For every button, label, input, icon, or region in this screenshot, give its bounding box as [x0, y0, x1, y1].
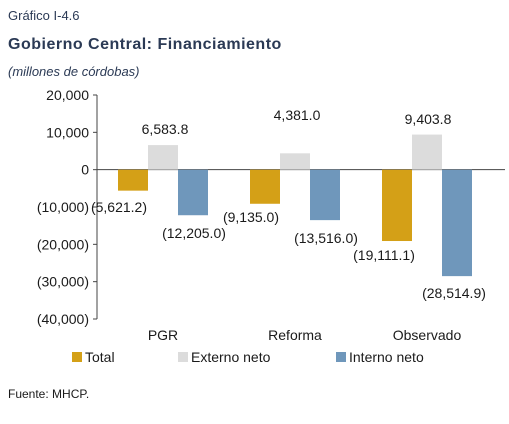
bar-total — [382, 169, 412, 242]
chart-subtitle: (millones de córdobas) — [8, 64, 140, 79]
data-label: (9,135.0) — [223, 209, 279, 225]
y-tick-label: (40,000) — [37, 311, 89, 327]
figure-label: Gráfico I-4.6 — [8, 8, 80, 23]
bar-externo-neto — [148, 145, 178, 170]
data-label: 4,381.0 — [274, 107, 321, 123]
x-category-label: Observado — [393, 327, 462, 343]
source-note: Fuente: MHCP. — [8, 387, 90, 401]
data-label: 9,403.8 — [405, 111, 452, 127]
data-label: (28,514.9) — [422, 285, 486, 301]
legend-label: Total — [85, 349, 115, 365]
y-tick-label: (30,000) — [37, 274, 89, 290]
y-tick-label: 0 — [81, 162, 89, 178]
data-label: (19,111.1) — [353, 247, 415, 263]
data-label: (5,621.2) — [91, 199, 147, 215]
x-category-label: Reforma — [268, 327, 322, 343]
bar-interno-neto — [178, 169, 208, 216]
data-label: 6,583.8 — [142, 121, 189, 137]
bar-total — [250, 169, 280, 204]
data-label: (12,205.0) — [162, 225, 226, 241]
chart-title: Gobierno Central: Financiamiento — [8, 36, 282, 53]
legend-swatch — [178, 352, 188, 362]
y-tick-label: (10,000) — [37, 199, 89, 215]
y-tick-label: 10,000 — [46, 124, 89, 140]
legend-label: Interno neto — [349, 349, 424, 365]
bar-externo-neto — [280, 153, 310, 170]
bar-total — [118, 169, 148, 191]
y-tick-label: 20,000 — [46, 87, 89, 103]
legend-swatch — [336, 352, 346, 362]
bar-externo-neto — [412, 134, 442, 170]
x-category-label: PGR — [148, 327, 178, 343]
bar-interno-neto — [442, 169, 472, 277]
legend-swatch — [72, 352, 82, 362]
y-tick-label: (20,000) — [37, 236, 89, 252]
legend-label: Externo neto — [191, 349, 271, 365]
bar-interno-neto — [310, 169, 340, 221]
data-label: (13,516.0) — [294, 230, 358, 246]
